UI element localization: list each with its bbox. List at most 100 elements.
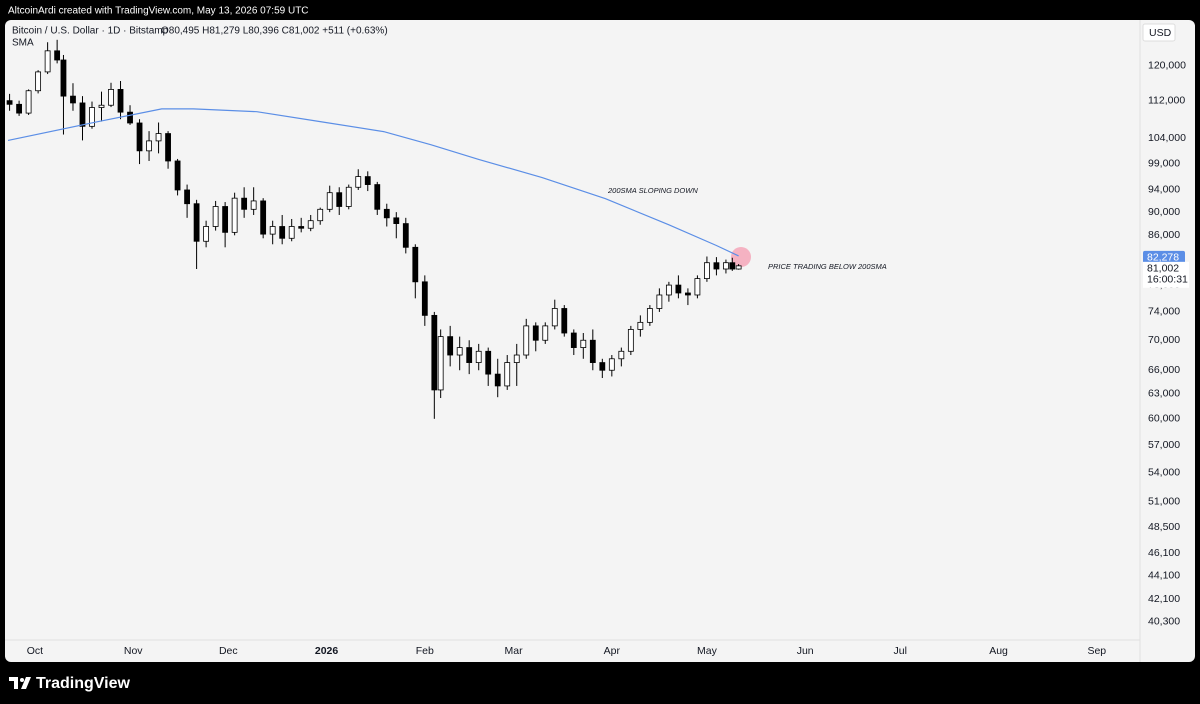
candle-body (108, 89, 114, 106)
legend-entry: SMA (12, 38, 34, 49)
candle-body (279, 226, 286, 239)
x-tick-label: Oct (27, 645, 43, 657)
candle-body (364, 176, 371, 185)
candle-body (6, 100, 13, 105)
candle-body (523, 325, 530, 356)
candle-body (735, 265, 742, 270)
currency: USD (1149, 27, 1172, 39)
candle-body (174, 160, 181, 191)
candle-body (393, 217, 400, 224)
y-tick-label: 60,000 (1148, 413, 1180, 425)
candle-body (269, 226, 276, 235)
candle-body (44, 50, 51, 73)
y-tick-label: 104,000 (1148, 132, 1186, 144)
candle-body (79, 102, 86, 127)
y-tick-label: 94,000 (1148, 184, 1180, 196)
y-tick-label: 86,000 (1148, 229, 1180, 241)
candle-body (665, 284, 672, 296)
candle-body (136, 122, 143, 152)
candle-body (383, 208, 390, 219)
candle-body (241, 197, 248, 210)
candle-body (127, 111, 133, 124)
candle-body (326, 192, 333, 210)
candle-body (580, 339, 587, 348)
x-tick-label: Nov (124, 645, 143, 657)
y-tick-label: 40,300 (1148, 615, 1180, 627)
candle-body (513, 354, 520, 363)
x-tick-label: Feb (416, 645, 434, 657)
x-tick-label: 2026 (315, 645, 339, 657)
candle-body (570, 332, 577, 348)
candle-body (412, 246, 419, 283)
candle-body (694, 278, 701, 296)
candle-body (89, 107, 95, 127)
y-tick-label: 90,000 (1148, 206, 1180, 218)
candle-body (494, 373, 501, 387)
candle-body (355, 176, 362, 188)
candle-body (193, 203, 200, 242)
candle-body (336, 192, 343, 207)
x-tick-label: Jun (797, 645, 814, 657)
candle-body (307, 220, 314, 229)
y-tick-label: 63,000 (1148, 388, 1180, 400)
last-price-label: 81,002 (1147, 263, 1179, 275)
y-tick-label: 48,500 (1148, 521, 1180, 533)
candle-body (447, 336, 454, 356)
candle-body (656, 294, 663, 309)
candle-body (627, 329, 634, 352)
y-tick-label: 74,000 (1148, 306, 1180, 318)
candle-body (98, 104, 105, 108)
candle-body (117, 89, 124, 113)
candle-body (146, 140, 152, 152)
candle-body (16, 103, 22, 114)
sma-price-label: 82,278 (1147, 252, 1179, 264)
candle-body (54, 50, 61, 61)
candle-body (421, 281, 428, 316)
candle-body (475, 350, 482, 363)
y-tick-label: 120,000 (1148, 59, 1186, 71)
candle-body (713, 262, 720, 270)
y-tick-label: 54,000 (1148, 466, 1180, 478)
y-tick-label: 66,000 (1148, 364, 1180, 376)
chart-title: Bitcoin / U.S. Dollar · 1D · Bitstamp (12, 26, 169, 37)
y-tick-label: 70,000 (1148, 334, 1180, 346)
candle-body (466, 347, 473, 363)
ohlc: O80,495 H81,279 L80,396 C81,002 +511 (+0… (161, 26, 388, 37)
candle-body (298, 226, 305, 229)
credit: AltcoinArdi created with TradingView.com… (8, 6, 309, 17)
candle-body (212, 206, 219, 227)
candle-body (561, 308, 568, 334)
y-tick-label: 99,000 (1148, 157, 1180, 169)
candle-body (729, 262, 736, 270)
chart-panel (5, 20, 1195, 662)
y-tick-label: 42,100 (1148, 593, 1180, 605)
brand: TradingView (36, 675, 131, 692)
candle-body (675, 284, 682, 294)
candle-body (165, 133, 171, 162)
candle-body (317, 208, 324, 222)
candle-body (618, 350, 625, 360)
currency-box[interactable] (1142, 23, 1176, 42)
candle-body (222, 206, 229, 233)
candle-body (504, 362, 511, 387)
x-tick-label: Apr (604, 645, 621, 657)
candle-body (60, 59, 67, 97)
y-tick-label: 57,000 (1148, 439, 1180, 451)
candle-body (485, 350, 492, 375)
candle-body (35, 71, 42, 92)
sma-price-box (1143, 250, 1185, 265)
candle-body (704, 262, 710, 279)
x-tick-label: Aug (989, 645, 1008, 657)
brand-logo (9, 677, 31, 689)
x-tick-label: Jul (894, 645, 907, 657)
x-tick-label: Sep (1087, 645, 1106, 657)
annotation: 200SMA SLOPING DOWN (607, 186, 698, 195)
candle-body (685, 292, 691, 296)
candle-body (589, 339, 596, 363)
last-price-box (1143, 261, 1189, 288)
candle-body (402, 223, 409, 248)
candle-body (231, 197, 238, 233)
x-tick-label: Dec (219, 645, 238, 657)
y-tick-label: 112,000 (1148, 94, 1185, 106)
candle-body (599, 362, 606, 371)
